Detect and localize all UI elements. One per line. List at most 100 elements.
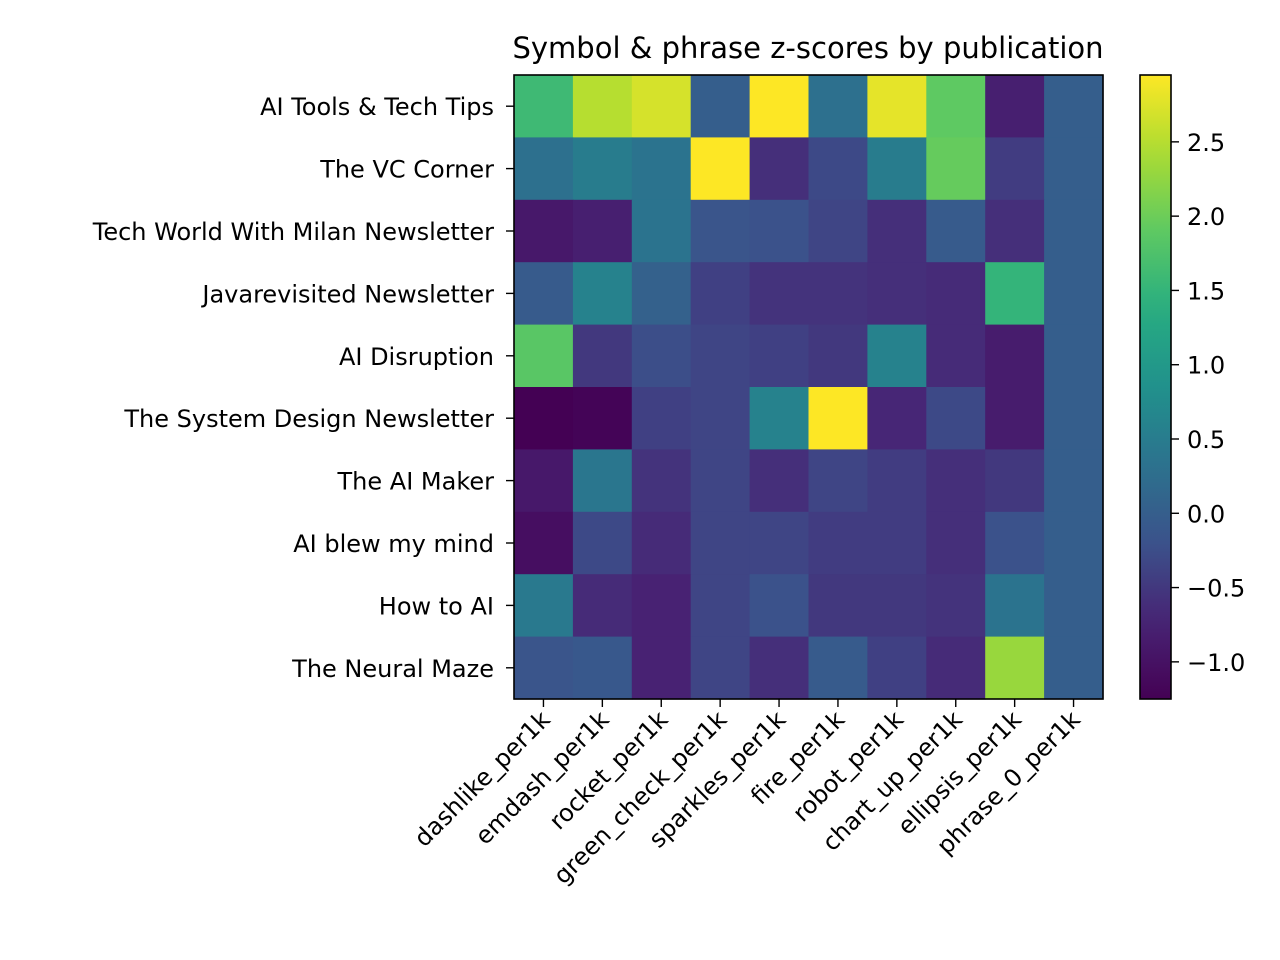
- heatmap-cell: [926, 636, 986, 700]
- heatmap-cells: [514, 75, 1104, 700]
- heatmap-cell: [808, 636, 868, 700]
- heatmap-cell: [749, 137, 810, 201]
- heatmap-cell: [808, 511, 868, 575]
- heatmap-cell: [690, 387, 751, 450]
- colorbar-tick-label: 2.0: [1187, 203, 1225, 231]
- heatmap-cell: [631, 449, 692, 513]
- row-label: The AI Maker: [337, 468, 495, 496]
- heatmap-cell: [867, 574, 927, 638]
- heatmap-cell: [690, 75, 751, 138]
- heatmap-cell: [631, 387, 692, 450]
- row-label: AI Tools & Tech Tips: [260, 93, 494, 121]
- heatmap-cell: [808, 75, 868, 138]
- colorbar-tick-label: 1.5: [1187, 277, 1225, 305]
- heatmap-cell: [926, 574, 986, 638]
- heatmap-cell: [631, 574, 692, 638]
- heatmap-cell: [690, 636, 751, 700]
- heatmap-cell: [690, 574, 751, 638]
- heatmap-cell: [1044, 574, 1104, 638]
- row-label: The Neural Maze: [291, 655, 494, 683]
- heatmap-cell: [1044, 636, 1104, 700]
- colorbar-tick-label: 1.0: [1187, 352, 1225, 380]
- heatmap-cell: [985, 511, 1045, 575]
- heatmap-cell: [631, 511, 692, 575]
- heatmap-cell: [1044, 137, 1104, 201]
- heatmap-cell: [1044, 199, 1104, 263]
- colorbar-tick-label: 0.5: [1187, 426, 1225, 454]
- heatmap-cell: [631, 199, 692, 263]
- heatmap-cell: [985, 137, 1045, 201]
- heatmap-cell: [514, 199, 574, 263]
- colorbar: −1.0 −0.5 0.0 0.5 1.0 1.5 2.0 2.5: [1139, 74, 1245, 700]
- heatmap-cell: [808, 199, 868, 263]
- heatmap-cell: [1044, 387, 1104, 450]
- heatmap-cell: [926, 449, 986, 513]
- heatmap-cell: [514, 262, 574, 326]
- colorbar-tick-label: −0.5: [1187, 575, 1245, 603]
- heatmap-cell: [808, 449, 868, 513]
- heatmap-cell: [867, 324, 927, 388]
- heatmap-cell: [514, 387, 574, 450]
- colorbar-tick-label: 0.0: [1187, 500, 1225, 528]
- heatmap-cell: [514, 75, 574, 138]
- heatmap-cell: [1044, 511, 1104, 575]
- colorbar-tick-label: −1.0: [1187, 649, 1245, 677]
- heatmap-cell: [749, 574, 810, 638]
- heatmap-cell: [867, 511, 927, 575]
- row-label: The VC Corner: [319, 156, 494, 184]
- heatmap-cell: [572, 449, 633, 513]
- heatmap-cell: [514, 636, 574, 700]
- heatmap-cell: [514, 511, 574, 575]
- heatmap-cell: [749, 511, 810, 575]
- row-label: How to AI: [379, 592, 494, 620]
- row-labels: AI Tools & Tech Tips The VC Corner Tech Wo…: [92, 93, 514, 683]
- heatmap-cell: [808, 324, 868, 388]
- heatmap-cell: [985, 449, 1045, 513]
- colorbar-gradient: [1140, 75, 1171, 699]
- heatmap-cell: [572, 262, 633, 326]
- heatmap-cell: [808, 574, 868, 638]
- heatmap-cell: [631, 262, 692, 326]
- heatmap-cell: [1044, 324, 1104, 388]
- plot-frame: [513, 74, 1104, 700]
- heatmap-cell: [867, 387, 927, 450]
- chart-title: Symbol & phrase z-scores by publication: [512, 31, 1103, 65]
- heatmap-cell: [1044, 449, 1104, 513]
- heatmap-cell: [926, 199, 986, 263]
- heatmap-cell: [690, 199, 751, 263]
- row-label: AI Disruption: [339, 343, 494, 371]
- heatmap-cell: [926, 137, 986, 201]
- row-label: Tech World With Milan Newsletter: [92, 218, 494, 246]
- heatmap-cell: [690, 137, 751, 201]
- column-labels: dashlike_per1kemdash_per1krocket_per1kgr…: [409, 699, 1086, 890]
- heatmap-cell: [631, 636, 692, 700]
- heatmap-cell: [1044, 75, 1104, 138]
- heatmap-cell: [867, 636, 927, 700]
- heatmap-cell: [572, 137, 633, 201]
- heatmap-cell: [514, 324, 574, 388]
- heatmap-cell: [985, 262, 1045, 326]
- heatmap-cell: [631, 324, 692, 388]
- heatmap-cell: [690, 511, 751, 575]
- heatmap-cell: [514, 137, 574, 201]
- heatmap-cell: [926, 262, 986, 326]
- heatmap-cell: [867, 75, 927, 138]
- heatmap-cell: [1044, 262, 1104, 326]
- heatmap-cell: [572, 199, 633, 263]
- heatmap-cell: [808, 262, 868, 326]
- heatmap-cell: [690, 262, 751, 326]
- heatmap-cell: [926, 324, 986, 388]
- heatmap-cell: [808, 387, 868, 450]
- heatmap-cell: [867, 137, 927, 201]
- heatmap-cell: [867, 262, 927, 326]
- heatmap-cell: [631, 137, 692, 201]
- heatmap-cell: [985, 324, 1045, 388]
- row-label: Javarevisited Newsletter: [200, 280, 494, 308]
- heatmap-cell: [985, 75, 1045, 138]
- heatmap-cell: [749, 199, 810, 263]
- heatmap-cell: [985, 199, 1045, 263]
- heatmap-cell: [572, 324, 633, 388]
- heatmap-cell: [749, 324, 810, 388]
- heatmap-cell: [985, 387, 1045, 450]
